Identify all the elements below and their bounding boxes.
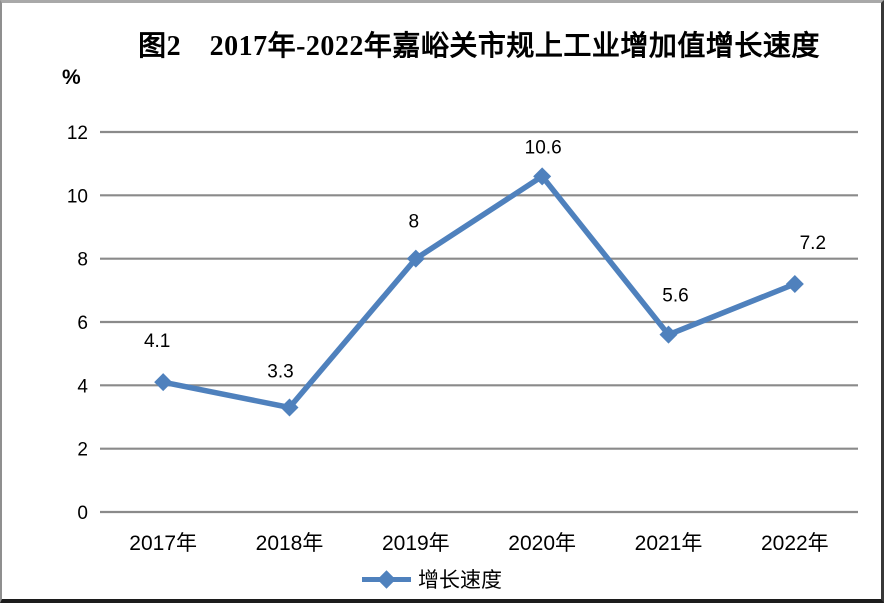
y-axis-tick-label: 10 — [67, 186, 88, 207]
x-axis-tick-label: 2018年 — [256, 532, 324, 555]
series-line — [160, 173, 798, 411]
data-point-marker — [406, 249, 425, 268]
x-axis-tick-label: 2017年 — [129, 532, 197, 555]
y-axis-tick-label: 0 — [77, 503, 88, 524]
legend-line-diamond-icon — [362, 569, 411, 589]
legend: 增长速度 — [362, 563, 502, 595]
data-point-marker — [785, 275, 804, 293]
x-axis-tick-label: 2020年 — [508, 532, 576, 555]
data-point-label: 4.1 — [144, 331, 170, 352]
data-point-marker — [280, 398, 299, 417]
data-point-label: 7.2 — [800, 233, 826, 254]
y-axis-tick-label: 4 — [77, 376, 88, 397]
x-axis-tick-label: 2021年 — [635, 532, 703, 555]
data-point-label: 3.3 — [267, 362, 293, 383]
y-axis-tick-label: 6 — [77, 313, 88, 334]
chart-title: 图2 2017年-2022年嘉峪关市规上工业增加值增长速度 — [138, 31, 820, 62]
y-axis-tick-label: 8 — [77, 250, 88, 271]
y-axis-unit-label: % — [62, 66, 81, 89]
data-point-marker — [533, 167, 552, 186]
y-axis-tick-label: 12 — [67, 123, 88, 144]
legend-diamond-swatch — [377, 569, 396, 589]
legend-series-label: 增长速度 — [418, 569, 502, 592]
data-point-marker — [154, 373, 173, 392]
x-axis-tick-label: 2019年 — [382, 532, 450, 555]
data-point-label: 8 — [409, 212, 420, 233]
x-axis-tick-label: 2022年 — [761, 532, 829, 555]
data-point-label: 5.6 — [662, 286, 688, 307]
data-point-label: 10.6 — [525, 137, 562, 158]
y-axis-tick-label: 2 — [77, 440, 88, 461]
data-point-marker — [659, 325, 678, 344]
